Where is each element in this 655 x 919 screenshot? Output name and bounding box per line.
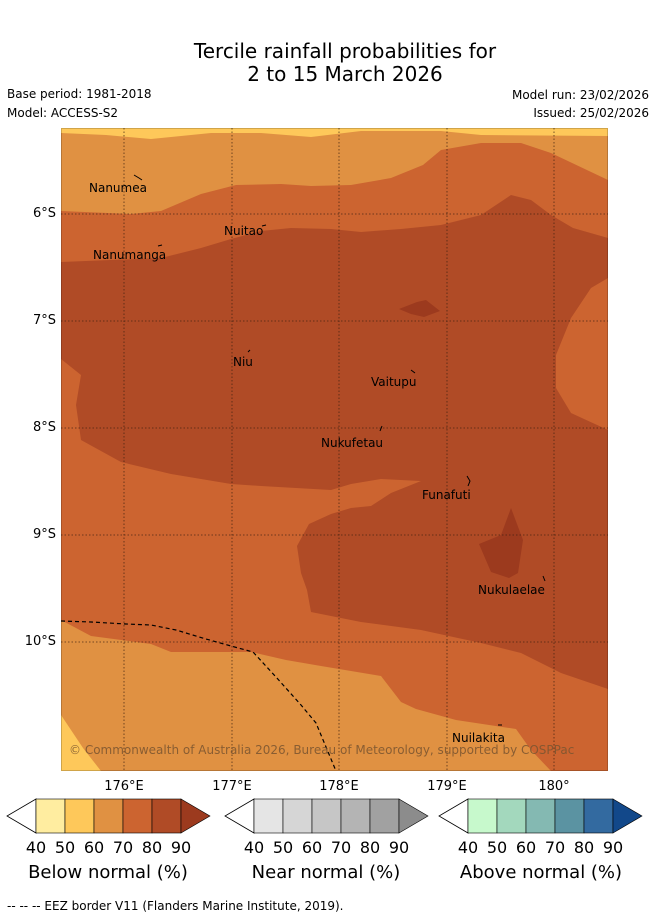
place-label: Nukufetau (321, 436, 384, 450)
colorbar-swatch (467, 798, 498, 834)
place-label: Funafuti (422, 488, 471, 502)
copyright-notice: © Commonwealth of Australia 2026, Bureau… (69, 743, 575, 757)
model-run: Model run: 23/02/2026 (511, 88, 649, 102)
colorbar-swatch (311, 798, 342, 834)
colorbar-tick: 80 (141, 838, 163, 857)
colorbar-tick: 60 (515, 838, 537, 857)
region-below-80-b (479, 508, 523, 578)
colorbar-tick: 80 (359, 838, 381, 857)
colorbar-swatch (282, 798, 313, 834)
eez-footnote: -- -- -- EEZ border V11 (Flanders Marine… (7, 899, 344, 913)
colorbar-swatch (35, 798, 66, 834)
colorbar-title-near: Near normal (%) (251, 862, 401, 883)
colorbar-swatch (340, 798, 371, 834)
graticule (61, 128, 608, 771)
colorbar-tick: 50 (54, 838, 76, 857)
colorbar-tick: 70 (330, 838, 352, 857)
island-shapes (133, 174, 546, 726)
place-label: Nuilakita (452, 731, 505, 745)
base-period: Base period: 1981-2018 (7, 87, 152, 101)
lon-label: 177°E (212, 779, 252, 794)
place-label: Nukulaelae (478, 583, 545, 597)
place-label: Vaitupu (371, 375, 417, 389)
colorbar-swatch (122, 798, 153, 834)
colorbar-tick: 70 (544, 838, 566, 857)
colorbar-swatch (369, 798, 400, 834)
lon-label: 178°E (319, 779, 359, 794)
colorbar-tick: 60 (83, 838, 105, 857)
colorbar-near-normal (224, 798, 429, 834)
lat-label: 10°S (24, 634, 56, 649)
colorbar-tick: 90 (602, 838, 624, 857)
colorbar-title-below: Below normal (%) (28, 862, 188, 883)
colorbar-swatch (180, 798, 211, 834)
colorbar-swatch (583, 798, 614, 834)
colorbar-tick: 60 (301, 838, 323, 857)
colorbar-below-normal (6, 798, 211, 834)
colorbar-tick: 80 (573, 838, 595, 857)
lat-label: 8°S (32, 420, 56, 435)
lat-label: 9°S (32, 527, 56, 542)
colorbar-swatch (398, 798, 429, 834)
model-name: Model: ACCESS-S2 (7, 106, 119, 120)
colorbar-swatch (525, 798, 556, 834)
colorbar-tick: 50 (486, 838, 508, 857)
region-below-40-southwest (61, 715, 101, 771)
issued-date: Issued: 25/02/2026 (533, 106, 649, 120)
colorbar-title-above: Above normal (%) (459, 862, 623, 883)
colorbar-swatch (554, 798, 585, 834)
rainfall-map (61, 128, 608, 771)
colorbar-tick: 90 (170, 838, 192, 857)
colorbar-tick: 50 (272, 838, 294, 857)
lon-label: 179°E (427, 779, 467, 794)
lat-label: 7°S (32, 313, 56, 328)
colorbar-swatch (612, 798, 643, 834)
place-label: Nuitao (224, 224, 264, 238)
colorbar-swatch (496, 798, 527, 834)
lon-label: 176°E (104, 779, 144, 794)
eez-border (61, 620, 337, 771)
colorbar-tick: 70 (112, 838, 134, 857)
place-label: Nanumanga (93, 248, 167, 262)
colorbar-tick: 40 (25, 838, 47, 857)
colorbars (6, 798, 643, 834)
region-below-40-top (61, 128, 608, 139)
title-line-2: 2 to 15 March 2026 (247, 62, 443, 86)
lat-label: 6°S (32, 206, 56, 221)
region-below-70 (61, 195, 608, 689)
colorbar-tick: 40 (457, 838, 479, 857)
title-line-1: Tercile rainfall probabilities for (193, 39, 497, 63)
region-below-80-a (399, 300, 440, 317)
colorbar-swatch (93, 798, 124, 834)
colorbar-tick: 90 (388, 838, 410, 857)
place-label: Nanumea (89, 181, 147, 195)
chart-title: Tercile rainfall probabilities for 2 to … (0, 40, 655, 86)
colorbar-tick: 40 (243, 838, 265, 857)
colorbar-above-normal (438, 798, 643, 834)
colorbar-swatch (64, 798, 95, 834)
colorbar-swatch (253, 798, 284, 834)
lon-label: 180° (538, 779, 570, 794)
place-label: Niu (233, 355, 253, 369)
colorbar-swatch (151, 798, 182, 834)
